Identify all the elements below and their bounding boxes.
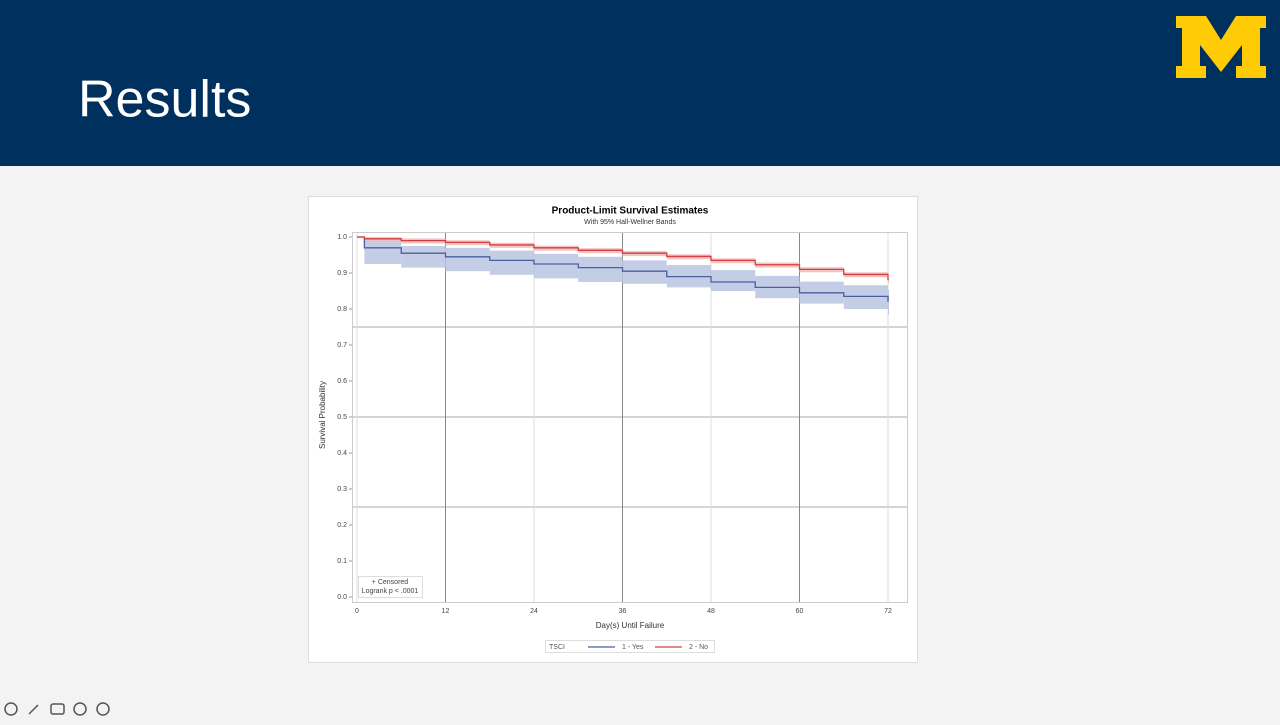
- confidence-band: [489, 250, 534, 275]
- confidence-band: [401, 246, 446, 268]
- y-tick-label: 0.8: [337, 306, 347, 313]
- slide-title: Results: [78, 71, 251, 129]
- survival-line: [357, 236, 889, 302]
- x-tick-label: 12: [442, 608, 450, 615]
- y-tick-label: 0.2: [337, 522, 347, 529]
- next-button[interactable]: [96, 702, 110, 716]
- y-tick-label: 0.7: [337, 342, 347, 349]
- confidence-band: [711, 270, 756, 291]
- confidence-band: [888, 289, 889, 315]
- y-tick-label: 0.3: [337, 486, 347, 493]
- legend-label: 2 - No: [689, 644, 708, 651]
- x-tick-label: 24: [530, 608, 538, 615]
- y-tick-label: 0.0: [337, 594, 347, 601]
- survival-line: [357, 236, 889, 281]
- confidence-band: [843, 285, 888, 309]
- legend-title: TSCI: [549, 644, 565, 651]
- x-tick-label: 36: [619, 608, 627, 615]
- confidence-band: [888, 278, 889, 284]
- confidence-band: [445, 247, 490, 272]
- logo: [1176, 16, 1266, 78]
- confidence-band: [534, 253, 579, 279]
- y-tick-label: 1.0: [337, 234, 347, 241]
- cc-button[interactable]: [50, 703, 65, 715]
- y-tick-label: 0.6: [337, 378, 347, 385]
- x-axis-label: Day(s) Until Failure: [596, 621, 665, 630]
- prev-button[interactable]: [4, 702, 18, 716]
- chart-title: Product-Limit Survival Estimates: [552, 206, 709, 217]
- x-tick-label: 0: [355, 608, 359, 615]
- y-axis-label: Survival Probability: [318, 381, 327, 449]
- y-tick-label: 0.5: [337, 414, 347, 421]
- legend-box: [545, 640, 715, 653]
- chart-subtitle: With 95% Hall-Wellner Bands: [584, 219, 676, 226]
- x-tick-label: 48: [707, 608, 715, 615]
- y-tick-label: 0.4: [337, 450, 347, 457]
- more-button[interactable]: [73, 702, 87, 716]
- confidence-band: [578, 256, 623, 282]
- legend-label: 1 - Yes: [622, 644, 644, 651]
- annotation: + Censored: [372, 579, 408, 586]
- confidence-band: [622, 260, 667, 284]
- inset-box: [358, 576, 423, 598]
- annotation: Logrank p < .0001: [362, 588, 419, 595]
- x-tick-label: 72: [884, 608, 892, 615]
- confidence-band: [364, 240, 402, 264]
- x-tick-label: 60: [796, 608, 804, 615]
- pen-button[interactable]: [28, 704, 39, 715]
- y-tick-label: 0.9: [337, 270, 347, 277]
- y-tick-label: 0.1: [337, 558, 347, 565]
- header-band: [0, 0, 1280, 166]
- toolbar: [4, 702, 110, 716]
